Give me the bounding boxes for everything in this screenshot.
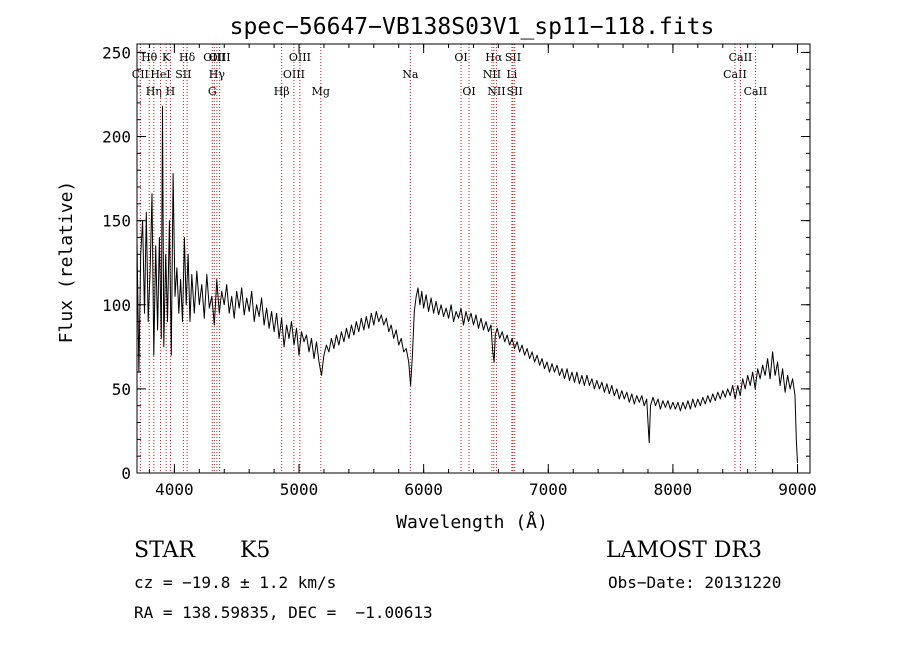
x-tick-label: 7000 [529, 480, 568, 499]
line-marker-label: OIII [203, 51, 225, 64]
line-marker-label: Hα [485, 51, 503, 64]
line-marker-label: NII [483, 68, 501, 81]
line-marker-label: SII [175, 68, 191, 81]
series-group [136, 105, 798, 463]
line-marker-label: Hη [146, 85, 162, 98]
line-marker-label: CaII [723, 68, 747, 81]
line-marker-label: CII [132, 68, 149, 81]
coordinates-readout: RA = 138.59835, DEC = −1.00613 [134, 603, 433, 622]
object-class: STAR [134, 538, 195, 563]
line-marker-label: HeI [150, 68, 170, 81]
survey-name: LAMOST DR3 [606, 538, 762, 563]
line-marker-label: Hβ [274, 85, 290, 98]
y-tick-label: 250 [102, 43, 131, 62]
line-marker-label: H [166, 85, 176, 98]
plot-frame [136, 43, 811, 474]
line-marker-label: SII [505, 51, 521, 64]
line-marker-label: Mg [312, 85, 330, 98]
line-marker-label: Hδ [179, 51, 196, 64]
line-marker-label: CaII [729, 51, 753, 64]
x-tick-label: 6000 [404, 480, 443, 499]
axes: 4000 5000 6000 7000 8000 9000 0 50 100 150 200 250 [102, 43, 817, 499]
spectral-line-markers: CIIHθHηHeIKHSIIHδGOIIIHγOIIIHβOIIIOIIIMg… [132, 44, 767, 473]
y-tick-label: 0 [121, 464, 131, 483]
line-marker-label: OIII [209, 51, 231, 64]
x-tick-label: 4000 [155, 480, 194, 499]
line-marker-label: OIII [289, 51, 311, 64]
line-marker-label: OI [454, 51, 467, 64]
x-tick-label: 5000 [280, 480, 319, 499]
line-marker-label: Na [402, 68, 419, 81]
x-axis-label: Wavelength (Å) [396, 511, 548, 533]
observation-date: Obs−Date: 20131220 [608, 573, 782, 592]
line-marker-label: Hθ [141, 51, 158, 64]
line-marker-label: OI [462, 85, 475, 98]
y-tick-label: 100 [102, 296, 131, 315]
x-tick-label: 8000 [654, 480, 693, 499]
x-tick-label: 9000 [778, 480, 817, 499]
line-marker-label: SII [507, 85, 523, 98]
y-axis-label: Flux (relative) [56, 181, 77, 344]
y-tick-label: 50 [112, 380, 131, 399]
chart-title: spec−56647−VB138S03V1_sp11−118.fits [230, 14, 715, 40]
line-marker-label: G [208, 85, 217, 98]
object-subclass: K5 [240, 538, 271, 563]
line-marker-label: OIII [283, 68, 305, 81]
y-tick-label: 200 [102, 128, 131, 147]
line-marker-label: K [162, 51, 171, 64]
redshift-readout: cz = −19.8 ± 1.2 km/s [134, 573, 337, 592]
line-marker-label: Li [506, 68, 517, 81]
line-marker-label: NII [487, 85, 505, 98]
y-tick-label: 150 [102, 212, 131, 231]
series-line-flux [136, 105, 798, 463]
line-marker-label: CaII [744, 85, 768, 98]
line-marker-label: Hγ [209, 68, 226, 81]
